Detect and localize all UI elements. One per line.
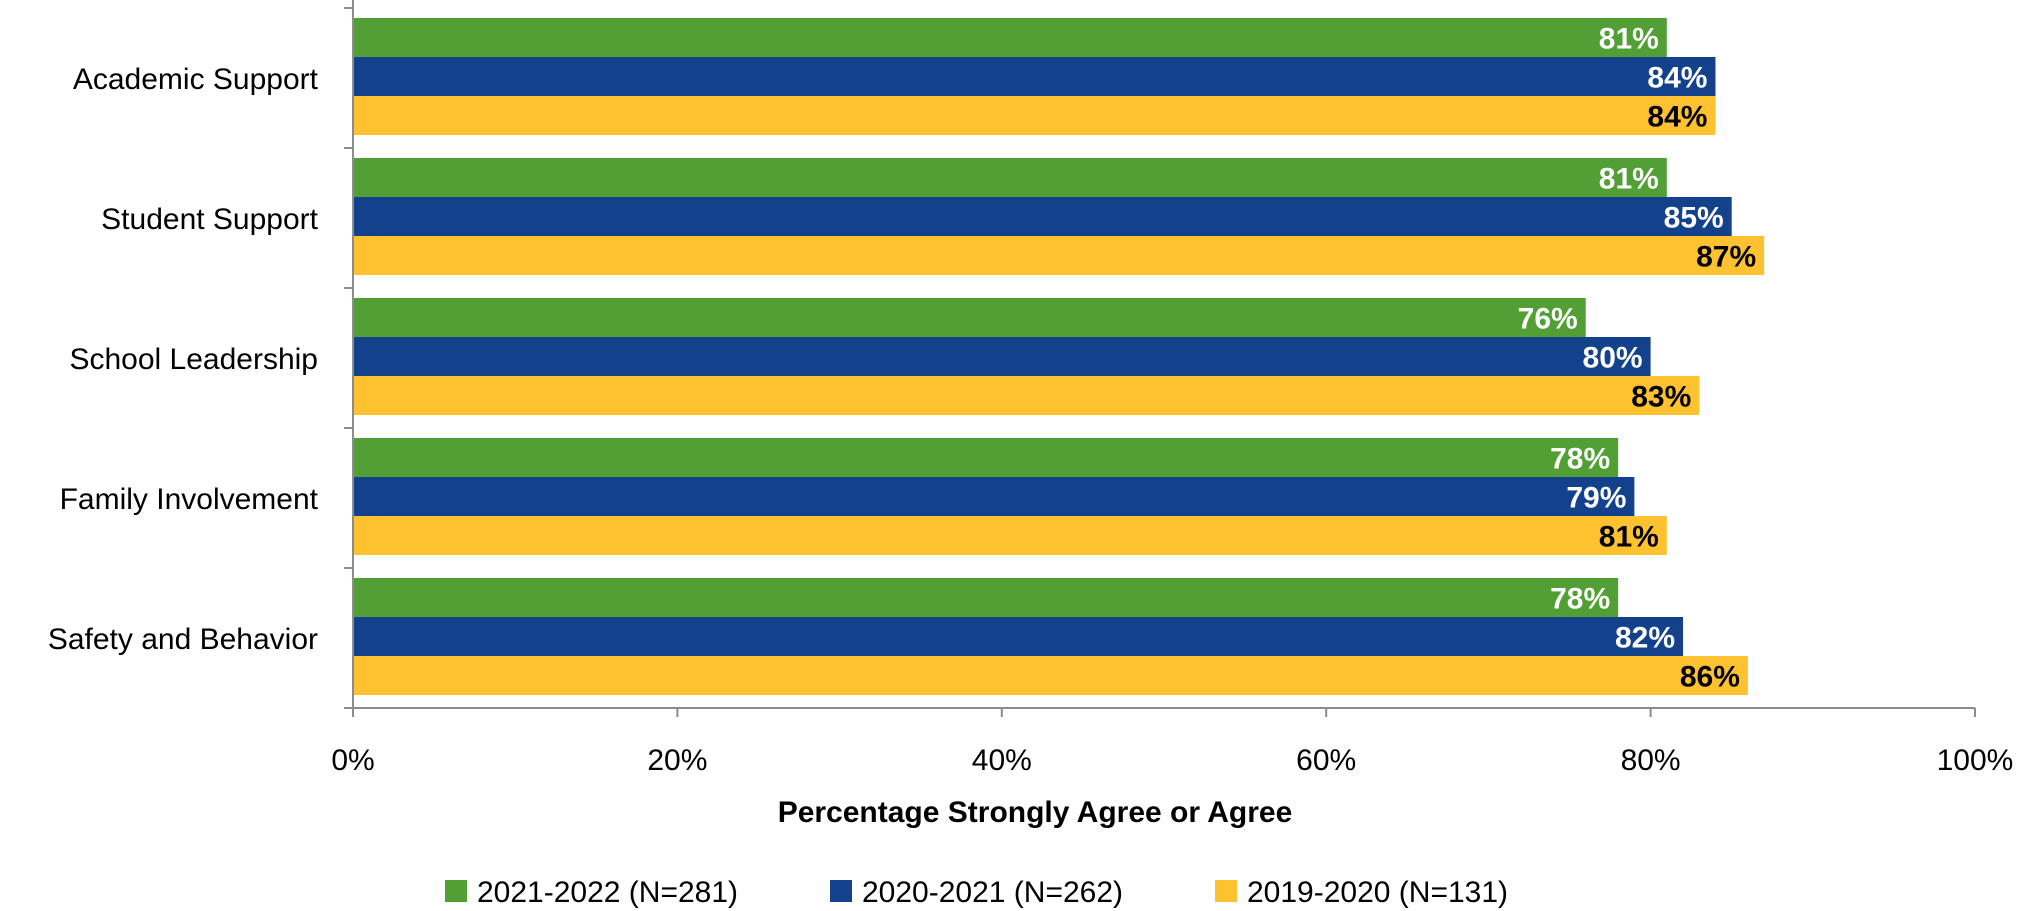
legend-swatch xyxy=(445,880,467,902)
bar-1-5 xyxy=(353,578,1619,617)
bar-3-5 xyxy=(353,656,1748,695)
value-label: 76% xyxy=(1518,303,1578,336)
value-label: 84% xyxy=(1647,101,1707,134)
value-label: 78% xyxy=(1550,443,1610,476)
bar-2-3 xyxy=(353,337,1651,376)
legend: 2021-2022 (N=281) 2020-2021 (N=262) 2019-2… xyxy=(445,876,1508,909)
bar-2-4 xyxy=(353,477,1635,516)
bar-3-2 xyxy=(353,236,1765,275)
bar-1-2 xyxy=(353,158,1667,197)
value-label: 81% xyxy=(1599,23,1659,56)
x-tick-label: 20% xyxy=(647,744,707,777)
x-tick-label: 80% xyxy=(1621,744,1681,777)
legend-label: 2021-2022 (N=281) xyxy=(477,876,738,909)
bar-2-2 xyxy=(353,197,1732,236)
legend-label: 2019-2020 (N=131) xyxy=(1247,876,1508,909)
bar-1-3 xyxy=(353,298,1586,337)
legend-swatch xyxy=(830,880,852,902)
x-tick-label: 60% xyxy=(1296,744,1356,777)
value-label: 79% xyxy=(1566,482,1626,515)
bars-layer: 81%84%84%81%85%87%76%80%83%78%79%81%78%8… xyxy=(353,18,1765,695)
category-label: Student Support xyxy=(101,203,318,236)
value-label: 87% xyxy=(1696,241,1756,274)
category-label: Family Involvement xyxy=(60,483,319,516)
value-label: 85% xyxy=(1664,202,1724,235)
bar-1-1 xyxy=(353,18,1667,57)
value-label: 84% xyxy=(1647,62,1707,95)
value-label: 82% xyxy=(1615,622,1675,655)
bar-1-4 xyxy=(353,438,1619,477)
category-label: Safety and Behavior xyxy=(48,623,318,656)
value-label: 78% xyxy=(1550,583,1610,616)
x-tick-label: 100% xyxy=(1937,744,2014,777)
bar-2-1 xyxy=(353,57,1716,96)
category-label: School Leadership xyxy=(69,343,318,376)
value-label: 86% xyxy=(1680,661,1740,694)
value-label: 81% xyxy=(1599,521,1659,554)
value-label: 83% xyxy=(1631,381,1691,414)
value-label: 80% xyxy=(1583,342,1643,375)
bar-3-3 xyxy=(353,376,1700,415)
bar-2-5 xyxy=(353,617,1684,656)
bar-3-4 xyxy=(353,516,1667,555)
x-axis-label: Percentage Strongly Agree or Agree xyxy=(778,796,1293,829)
value-label: 81% xyxy=(1599,163,1659,196)
x-tick-label: 0% xyxy=(331,744,374,777)
bar-3-1 xyxy=(353,96,1716,135)
x-tick-label: 40% xyxy=(972,744,1032,777)
legend-swatch xyxy=(1215,880,1237,902)
legend-label: 2020-2021 (N=262) xyxy=(862,876,1123,909)
category-label: Academic Support xyxy=(73,63,319,96)
axes-layer: Academic Support Student Support School Le… xyxy=(48,0,2014,777)
